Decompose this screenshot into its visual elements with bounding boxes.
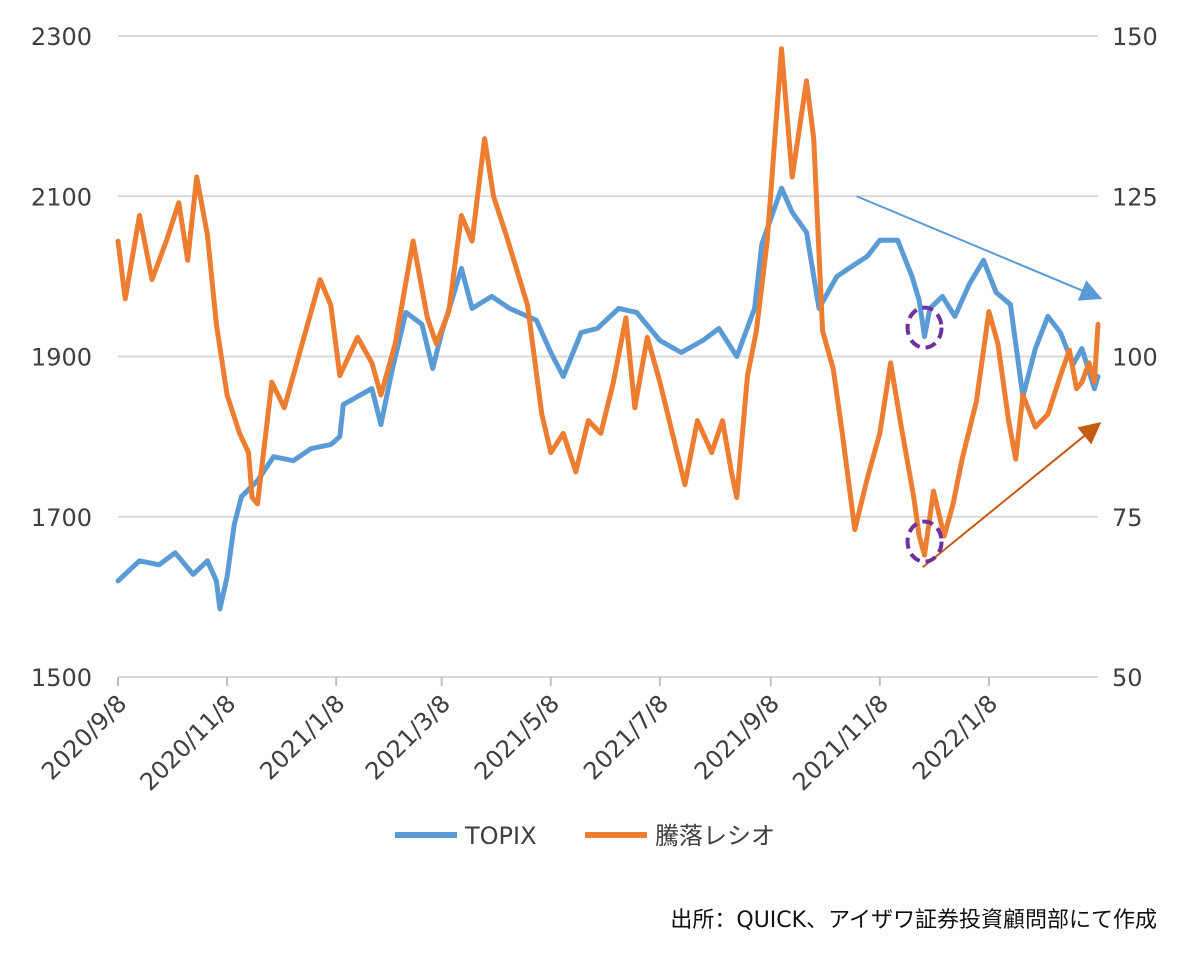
x-tick-label: 2022/1/8 (907, 689, 1003, 785)
ratio-trend-arrow (922, 422, 1102, 569)
y-left-tick-label: 2100 (31, 183, 92, 211)
grid (118, 35, 1098, 678)
x-tick-label: 2021/5/8 (469, 689, 565, 785)
x-tick-label: 2021/3/8 (360, 689, 456, 785)
y-right-tick-label: 150 (1112, 23, 1158, 51)
y-left-tick-label: 2300 (31, 23, 92, 51)
highlight-circle (905, 305, 944, 350)
y-axis-left: 1500 1700 1900 2100 2300 (31, 23, 92, 692)
series-layer (115, 46, 1101, 612)
advance-decline-ratio-line (115, 46, 1101, 558)
x-tick-label: 2021/7/8 (578, 689, 674, 785)
legend-label: TOPIX (464, 822, 537, 850)
x-tick-label: 2021/9/8 (689, 689, 785, 785)
legend: TOPIX 騰落レシオ (395, 822, 775, 850)
y-left-tick-label: 1500 (31, 664, 92, 692)
legend-label: 騰落レシオ (655, 822, 775, 850)
y-right-tick-label: 100 (1112, 344, 1158, 372)
y-right-tick-label: 75 (1112, 504, 1143, 532)
topix-trend-arrow (856, 195, 1103, 301)
topix-line (115, 185, 1101, 612)
y-right-tick-label: 50 (1112, 664, 1143, 692)
y-left-tick-label: 1900 (31, 344, 92, 372)
y-axis-right: 50 75 100 125 150 (1112, 23, 1158, 692)
highlight-circle (905, 519, 944, 564)
y-right-tick-label: 125 (1112, 183, 1158, 211)
annotations (856, 195, 1103, 569)
y-left-tick-label: 1700 (31, 504, 92, 532)
x-tick-label: 2021/11/8 (787, 689, 894, 796)
x-tick-label: 2020/9/8 (36, 689, 132, 785)
source-note: 出所：QUICK、アイザワ証券投資顧問部にて作成 (670, 908, 1157, 933)
x-axis: 2020/9/8 2020/11/8 2021/1/8 2021/3/8 2021/5/… (36, 677, 1003, 796)
x-tick-label: 2021/1/8 (254, 689, 350, 785)
x-tick-label: 2020/11/8 (135, 689, 242, 796)
